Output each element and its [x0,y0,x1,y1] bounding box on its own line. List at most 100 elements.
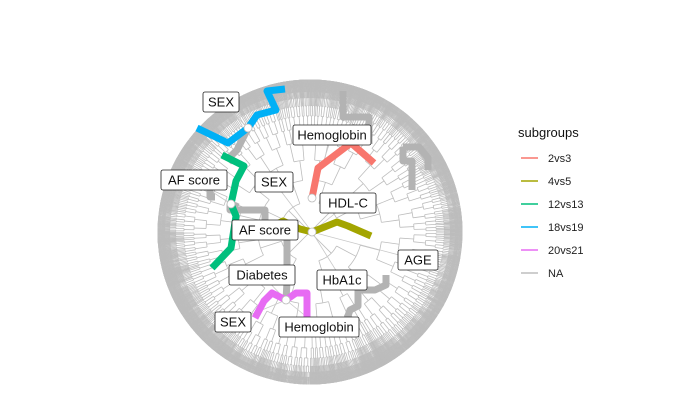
tree-branch [417,183,427,189]
tree-branch [326,370,328,377]
tree-branch [415,180,426,185]
tree-branch [412,215,425,219]
tree-branch [334,363,337,370]
tree-branch [328,356,331,365]
tree-branch [435,239,444,241]
tree-branch [434,212,443,215]
tree-branch [335,369,337,375]
tree-branch [394,196,409,203]
tree-branch [435,222,444,224]
tree-branch [429,190,438,194]
tree-branch [323,365,325,372]
tree-branch [390,191,396,203]
tree-branch [443,218,450,220]
tree-branch [330,370,333,376]
tree-branch [441,206,448,209]
tree-branch [435,247,444,249]
tree-branch [382,305,393,315]
tree-branch [321,347,324,358]
tree-branch [334,344,338,346]
tree-branch [322,357,324,366]
tree-branch [421,195,431,200]
tree-branch [329,364,332,371]
tree-branch [376,241,382,260]
tree-branch [443,215,450,217]
tree-branch [424,212,435,216]
tree-branch [435,218,444,221]
tree-branch [443,244,450,246]
tree-branch [407,294,417,301]
tree-branch [387,329,391,332]
tree-branch [320,357,323,366]
tree-branch [416,272,419,277]
tree-branch [381,241,400,245]
tree-branch [339,343,343,345]
tree-branch [448,249,454,251]
tree-branch [435,216,444,219]
tree-branch [363,303,374,316]
tree-branch [424,214,426,219]
tree-branch [330,356,333,365]
tree-branch [409,197,421,202]
tree-branch [377,325,385,335]
tree-branch [321,365,323,372]
tree-branch [407,311,414,318]
tree-branch [330,364,333,371]
tree-branch [327,370,330,376]
tree-branch [321,365,324,372]
tree-branch [318,245,337,262]
tree-branch [399,226,414,228]
tree-branch [441,203,448,206]
tree-branch [425,223,436,226]
tree-branch [327,346,330,357]
tree-branch [432,200,441,203]
tree-branch [393,325,400,333]
tree-branch [435,241,444,244]
tree-branch [334,355,337,364]
tree-branch [376,204,382,223]
tree-branch [390,261,396,272]
tree-branch [333,363,336,370]
tree-branch [427,187,429,190]
tree-branch [326,364,329,371]
tree-branch [339,293,348,298]
tree-branch [328,370,331,376]
tree-branch [431,199,433,203]
tree-branch [401,280,413,287]
tree-branch [319,335,322,348]
tree-branch [322,365,325,372]
tree-branch [336,344,340,355]
tree-branch [447,206,453,209]
tree-branch [341,343,346,354]
tree-branch [429,188,438,192]
tree-branch [395,324,402,331]
tree-branch [371,297,382,309]
tree-branch [376,197,394,206]
tree-branch [432,205,435,210]
tree-branch [345,340,350,343]
tree-branch [433,207,442,210]
tree-branch [428,272,437,277]
tree-branch [378,309,388,320]
tree-branch [421,288,423,291]
tree-branch [442,208,449,211]
tree-branch [390,271,404,279]
tree-branch [329,346,332,357]
tree-branch [328,364,331,371]
tree-branch [331,345,335,356]
tree-branch [315,301,329,305]
tree-branch [315,335,317,348]
tree-branch [427,275,429,278]
tree-branch [413,222,426,225]
tree-branch [417,275,427,281]
tree-branch [428,186,437,190]
tree-branch [449,247,455,249]
tree-branch [387,301,397,310]
tree-branch [442,252,449,254]
tree-branch [372,329,379,339]
tree-branch [324,371,326,377]
tree-branch [411,209,414,218]
tree-branch [324,346,327,357]
tree-branch [390,185,404,193]
tree-branch [376,259,394,267]
